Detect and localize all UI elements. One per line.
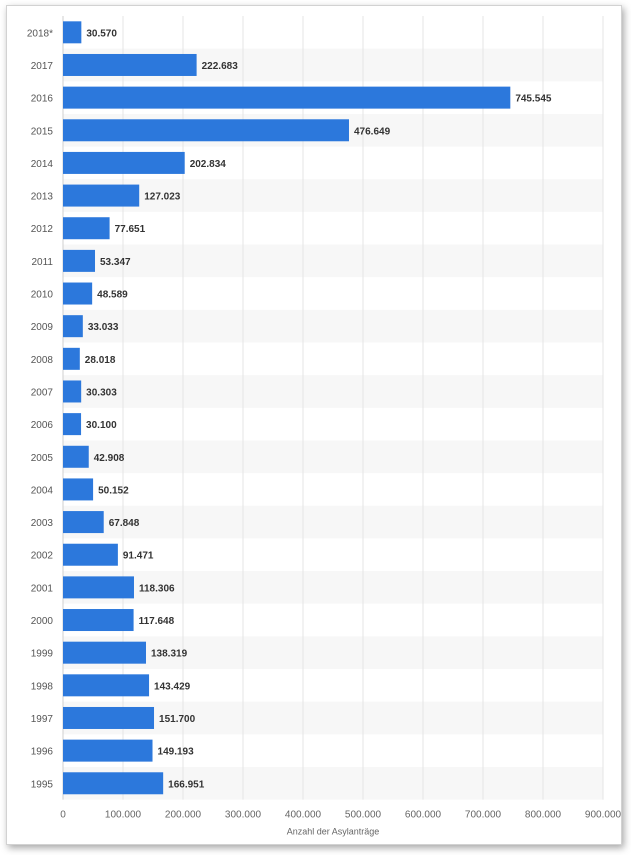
x-tick-label: 0 bbox=[60, 810, 66, 821]
bar[interactable] bbox=[63, 511, 104, 534]
category-label: 1996 bbox=[31, 747, 54, 758]
value-label: 149.193 bbox=[158, 747, 195, 758]
bar[interactable] bbox=[63, 347, 80, 370]
category-label: 2002 bbox=[31, 551, 54, 562]
value-label: 143.429 bbox=[154, 681, 191, 692]
value-label: 48.589 bbox=[97, 290, 128, 301]
category-label: 2010 bbox=[31, 290, 54, 301]
value-label: 33.033 bbox=[88, 322, 119, 333]
bar[interactable] bbox=[63, 53, 197, 76]
row-band bbox=[63, 505, 603, 539]
x-tick-label: 500.000 bbox=[345, 810, 382, 821]
x-tick-label: 600.000 bbox=[405, 810, 442, 821]
category-label: 1997 bbox=[31, 714, 54, 725]
bar[interactable] bbox=[63, 478, 94, 501]
category-label: 1998 bbox=[31, 681, 54, 692]
row-band bbox=[63, 636, 603, 669]
bar[interactable] bbox=[63, 184, 140, 207]
category-label: 2012 bbox=[31, 224, 54, 235]
x-tick-label: 400.000 bbox=[285, 810, 322, 821]
value-label: 476.649 bbox=[354, 126, 391, 137]
x-tick-label: 900.000 bbox=[585, 810, 621, 821]
bar[interactable] bbox=[63, 674, 150, 697]
bar[interactable] bbox=[63, 413, 82, 436]
x-tick-label: 800.000 bbox=[525, 810, 562, 821]
row-band bbox=[63, 244, 603, 278]
chart-frame: 2018* 2017 2016 2015 2014 2013 2012 2011 2010 200… bbox=[6, 5, 622, 845]
bar[interactable] bbox=[63, 706, 155, 729]
value-labels: 30.570 222.683 745.545 476.649 202.834 127.02… bbox=[85, 28, 552, 790]
category-label: 2000 bbox=[31, 616, 54, 627]
value-label: 202.834 bbox=[190, 159, 227, 170]
category-label: 2011 bbox=[31, 257, 53, 268]
value-label: 222.683 bbox=[202, 61, 239, 72]
row-band bbox=[63, 179, 603, 212]
category-label: 2008 bbox=[31, 355, 54, 366]
x-tick-labels: 0 100.000 200.000 300.000 400.000 500.000 600.… bbox=[60, 810, 621, 821]
gridlines bbox=[62, 16, 604, 800]
category-label: 2016 bbox=[31, 94, 54, 105]
bar[interactable] bbox=[63, 739, 153, 762]
value-label: 745.545 bbox=[515, 94, 552, 105]
bar[interactable] bbox=[63, 380, 82, 403]
row-bands bbox=[63, 48, 603, 800]
category-label: 2007 bbox=[31, 387, 54, 398]
bar[interactable] bbox=[63, 315, 83, 338]
value-label: 91.471 bbox=[123, 551, 154, 562]
category-label: 2009 bbox=[31, 322, 54, 333]
bar-chart: 2018* 2017 2016 2015 2014 2013 2012 2011 2010 200… bbox=[27, 16, 621, 837]
category-label: 2014 bbox=[31, 159, 54, 170]
category-label: 2017 bbox=[31, 61, 54, 72]
category-label: 2001 bbox=[31, 583, 54, 594]
category-label: 1999 bbox=[31, 649, 54, 660]
value-label: 77.651 bbox=[115, 224, 146, 235]
category-label: 1995 bbox=[31, 779, 54, 790]
category-label: 2006 bbox=[31, 420, 54, 431]
bar[interactable] bbox=[63, 119, 349, 142]
value-label: 166.951 bbox=[168, 779, 205, 790]
value-label: 50.152 bbox=[98, 485, 129, 496]
value-label: 67.848 bbox=[109, 518, 140, 529]
bar[interactable] bbox=[63, 151, 185, 174]
value-label: 151.700 bbox=[159, 714, 196, 725]
row-band bbox=[63, 375, 603, 408]
x-tick-label: 700.000 bbox=[465, 810, 502, 821]
bar[interactable] bbox=[63, 217, 110, 240]
bar[interactable] bbox=[63, 772, 164, 795]
row-band bbox=[63, 440, 603, 474]
value-label: 28.018 bbox=[85, 355, 116, 366]
bar[interactable] bbox=[63, 249, 96, 272]
bar[interactable] bbox=[63, 576, 134, 599]
category-label: 2004 bbox=[31, 485, 54, 496]
value-label: 138.319 bbox=[151, 649, 188, 660]
category-labels: 2018* 2017 2016 2015 2014 2013 2012 2011 2010 200… bbox=[27, 28, 54, 790]
value-label: 127.023 bbox=[144, 192, 181, 203]
bar[interactable] bbox=[63, 86, 511, 109]
row-band bbox=[63, 571, 603, 604]
category-label: 2018* bbox=[27, 28, 53, 39]
bar[interactable] bbox=[63, 641, 146, 664]
x-axis-label: Anzahl der Asylanträge bbox=[287, 827, 380, 837]
bar[interactable] bbox=[63, 445, 89, 468]
value-label: 30.303 bbox=[86, 387, 117, 398]
category-label: 2005 bbox=[31, 453, 54, 464]
x-tick-label: 300.000 bbox=[225, 810, 262, 821]
category-label: 2003 bbox=[31, 518, 54, 529]
bar[interactable] bbox=[63, 609, 134, 632]
row-band bbox=[63, 309, 603, 343]
value-label: 53.347 bbox=[100, 257, 131, 268]
bar[interactable] bbox=[63, 282, 93, 305]
x-tick-label: 100.000 bbox=[105, 810, 142, 821]
value-label: 117.648 bbox=[139, 616, 175, 627]
bars bbox=[63, 21, 511, 795]
value-label: 30.100 bbox=[86, 420, 117, 431]
x-tick-label: 200.000 bbox=[165, 810, 202, 821]
category-label: 2015 bbox=[31, 126, 54, 137]
bar[interactable] bbox=[63, 21, 82, 44]
value-label: 30.570 bbox=[86, 28, 117, 39]
bar[interactable] bbox=[63, 543, 118, 566]
category-label: 2013 bbox=[31, 192, 54, 203]
value-label: 42.908 bbox=[94, 453, 125, 464]
value-label: 118.306 bbox=[139, 583, 175, 594]
